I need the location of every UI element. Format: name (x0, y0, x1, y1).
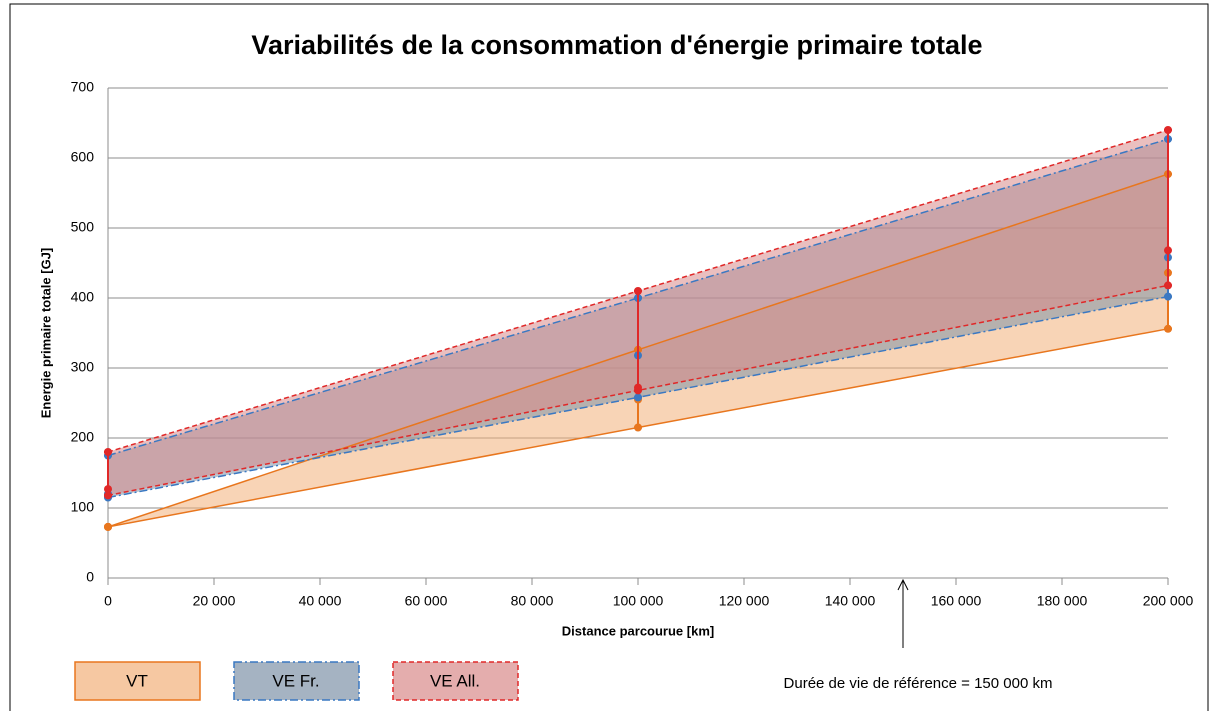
x-tick-label: 200 000 (1143, 593, 1194, 609)
point (104, 522, 112, 531)
point (1164, 292, 1172, 301)
x-tick-label: 80 000 (511, 593, 554, 609)
point (634, 393, 642, 402)
point (104, 491, 112, 500)
x-tick-label: 60 000 (405, 593, 448, 609)
point (634, 287, 642, 295)
legend-label: VE Fr. (272, 671, 319, 690)
point (1164, 126, 1172, 134)
annotation-arrowhead (897, 578, 909, 591)
y-tick-label: 0 (86, 569, 94, 585)
point (634, 383, 642, 392)
legend-label: VE All. (430, 671, 480, 690)
point (1164, 281, 1172, 290)
x-tick-label: 100 000 (613, 593, 664, 609)
y-tick-label: 100 (71, 499, 95, 515)
x-tick-label: 160 000 (931, 593, 982, 609)
y-tick-label: 700 (71, 79, 95, 95)
legend-swatch (392, 661, 519, 701)
y-tick-label: 400 (71, 289, 95, 305)
x-tick-label: 0 (104, 593, 112, 609)
y-tick-label: 500 (71, 219, 95, 235)
legend-swatch (233, 661, 360, 701)
point (1164, 246, 1172, 255)
y-tick-label: 200 (71, 429, 95, 445)
x-tick-label: 120 000 (719, 593, 770, 609)
legend-swatch (74, 661, 201, 701)
y-axis-title: Energie primaire totale [GJ] (38, 248, 53, 419)
point (104, 448, 112, 456)
chart-border (9, 3, 1209, 711)
x-tick-label: 180 000 (1037, 593, 1088, 609)
y-tick-label: 600 (71, 149, 95, 165)
legend-label: VT (126, 671, 148, 690)
x-tick-label: 20 000 (193, 593, 236, 609)
annotation-text: Durée de vie de référence = 150 000 km (784, 675, 1053, 692)
point (104, 485, 112, 494)
point (634, 423, 642, 432)
x-tick-label: 140 000 (825, 593, 876, 609)
x-tick-label: 40 000 (299, 593, 342, 609)
x-axis-title: Distance parcourue [km] (562, 623, 714, 638)
point (1164, 324, 1172, 333)
chart-title: Variabilités de la consommation d'énergi… (251, 30, 982, 60)
y-tick-label: 300 (71, 359, 95, 375)
